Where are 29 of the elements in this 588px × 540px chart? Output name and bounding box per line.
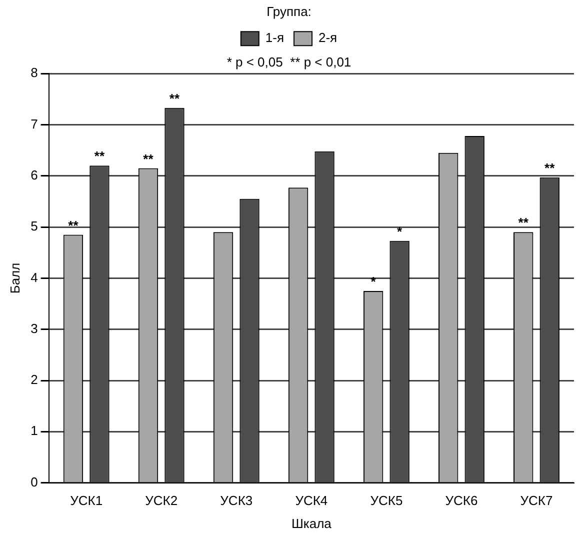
x-tick-label: УСК2 [145,493,178,508]
text: * p < 0,05 ** p < 0,01 [226,54,352,70]
annotation: ** [68,218,80,233]
x-tick-label: УСК7 [520,493,553,508]
legend-label: 1-я [265,30,284,46]
x-tick-label: УСК4 [295,493,328,508]
annotation: ** [518,215,530,230]
y-tick-label: 3 [30,320,38,336]
annotation: ** [169,90,180,106]
y-tick-label: 0 [30,474,38,490]
y-tick-label: 7 [30,116,38,132]
annotation: ** [143,151,154,166]
annotation: * [397,224,404,239]
x-tick-label: УСК3 [220,493,253,508]
annotation: ** [94,148,106,164]
x-tick-label: УСК1 [70,493,103,508]
x-tick-label: УСК6 [445,493,478,508]
y-tick-label: 1 [30,423,38,438]
y-tick-label: 8 [30,65,38,80]
x-tick-label: УСК5 [370,493,403,508]
y-tick-label: 2 [30,372,38,388]
y-tick-label: 4 [30,270,38,285]
y-tick-label: 5 [30,218,38,234]
annotation: ** [544,160,556,176]
legend-title: Группа: [266,4,312,20]
legend-label: 2-я [318,30,338,46]
y-axis-title: Балл [7,262,22,294]
x-axis-title: Шкала [291,516,332,531]
y-tick-label: 6 [30,167,38,182]
